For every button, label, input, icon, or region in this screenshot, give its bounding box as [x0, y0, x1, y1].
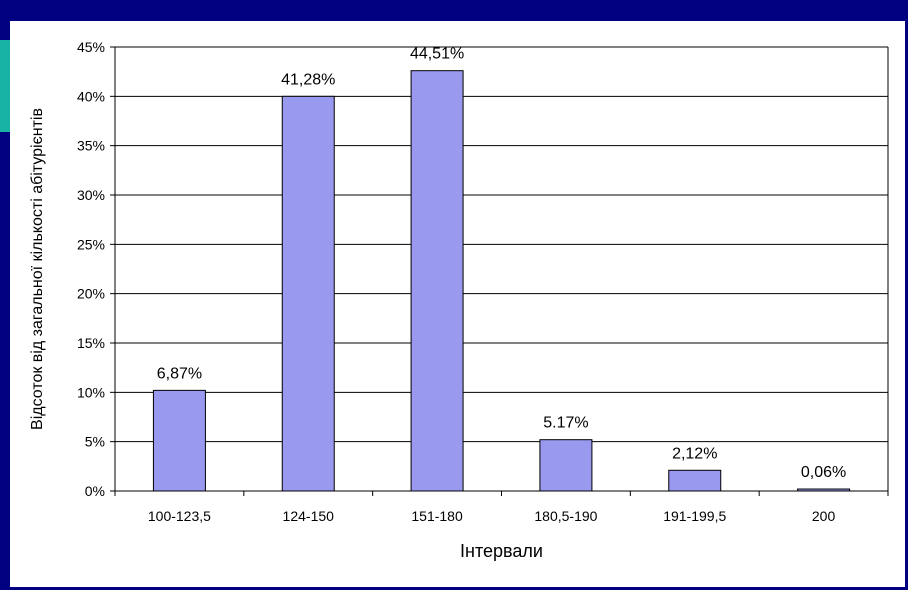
y-tick-label: 45% — [77, 39, 105, 55]
x-axis-title: Інтервали — [460, 541, 543, 561]
data-label: 2,12% — [672, 445, 717, 462]
x-category-label: 180,5-190 — [534, 508, 597, 524]
bar — [539, 439, 593, 492]
bar-chart: 0% 5% 10% 15% 20% 25% 30% 35% 40% 45% 100-123,5 12… — [29, 39, 889, 561]
gridlines — [115, 46, 888, 443]
bars — [152, 70, 851, 492]
x-category-labels: 100-123,5 124-150 151-180 180,5-190 191-199,… — [148, 508, 836, 524]
chart-area: 0% 5% 10% 15% 20% 25% 30% 35% 40% 45% 100-123,5 12… — [10, 21, 905, 587]
x-category-label: 200 — [812, 508, 836, 524]
bar — [152, 389, 206, 492]
data-label: 0,06% — [801, 464, 846, 481]
data-label: 41,28% — [281, 71, 335, 88]
y-tick-labels: 0% 5% 10% 15% 20% 25% 30% 35% 40% 45% — [77, 39, 105, 499]
axes — [110, 46, 889, 496]
bar — [281, 95, 335, 492]
x-category-label: 191-199,5 — [663, 508, 726, 524]
y-tick-label: 0% — [85, 483, 105, 499]
y-axis-title: Відсоток від загальної кількості абітурі… — [29, 108, 46, 430]
y-tick-label: 25% — [77, 236, 105, 252]
y-tick-label: 10% — [77, 384, 105, 400]
y-tick-label: 15% — [77, 335, 105, 351]
data-label: 6,87% — [157, 365, 202, 382]
y-tick-label: 30% — [77, 187, 105, 203]
y-tick-label: 40% — [77, 88, 105, 104]
bar — [668, 469, 722, 492]
bar — [410, 70, 464, 492]
x-category-label: 100-123,5 — [148, 508, 211, 524]
x-category-label: 151-180 — [411, 508, 463, 524]
data-label: 44,51% — [410, 46, 464, 63]
data-labels: 6,87% 41,28% 44,51% 5.17% 2,12% 0,06% — [157, 46, 847, 481]
data-label: 5.17% — [543, 415, 588, 432]
x-category-label: 124-150 — [283, 508, 335, 524]
y-tick-label: 35% — [77, 138, 105, 154]
y-tick-label: 20% — [77, 286, 105, 302]
y-tick-label: 5% — [85, 434, 105, 450]
